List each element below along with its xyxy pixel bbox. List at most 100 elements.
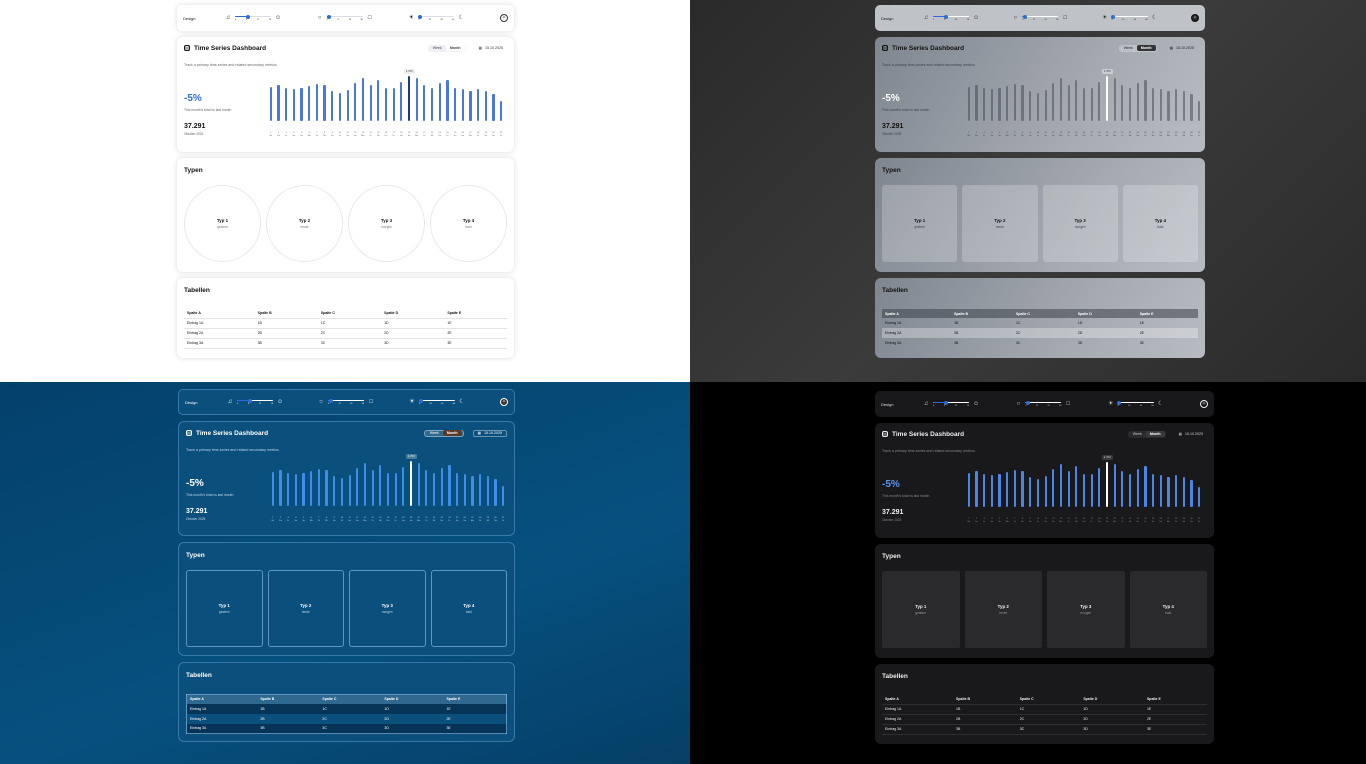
slider-knob[interactable] <box>1117 400 1122 405</box>
chart-bar[interactable] <box>990 475 993 507</box>
chart-bar[interactable] <box>348 475 351 506</box>
table-row[interactable]: Eintrag 1A 1B 1C 1D 1E <box>184 318 507 328</box>
chart-bar[interactable] <box>1113 463 1116 507</box>
slider-3[interactable]: 0 20 40 60 <box>1117 400 1154 408</box>
chart-bar[interactable] <box>502 486 505 506</box>
slider-1[interactable]: 0 6 12 18 <box>933 14 969 22</box>
chart-bar[interactable] <box>269 87 272 121</box>
chart-bar[interactable] <box>346 90 349 121</box>
chart-bar[interactable] <box>998 88 1001 121</box>
chart-bar[interactable] <box>471 476 474 506</box>
chart-bar[interactable] <box>1052 468 1055 507</box>
chart-bar[interactable] <box>1029 91 1032 121</box>
chart-bar[interactable] <box>323 84 326 121</box>
chart-bar[interactable] <box>1175 474 1178 507</box>
chart-bar[interactable] <box>417 462 420 506</box>
chart-bar[interactable] <box>308 85 311 121</box>
chart-bar[interactable] <box>1128 88 1132 121</box>
compass-icon[interactable]: ✧ <box>1190 14 1199 22</box>
date-picker[interactable]: ▦ 15.10.2025 <box>1175 431 1207 438</box>
chart-bar[interactable] <box>400 82 403 121</box>
chart-bar[interactable] <box>1044 476 1047 507</box>
chart-bar[interactable] <box>463 474 466 506</box>
chart-bar[interactable] <box>975 84 978 121</box>
chart-bar[interactable] <box>1013 83 1016 121</box>
type-card-3[interactable]: Typ 3 morgen <box>1042 185 1118 262</box>
type-card-1[interactable]: Typ 1 gestern <box>882 185 958 262</box>
chart-bar[interactable] <box>494 478 497 506</box>
table-row[interactable]: Eintrag 1A 1B 1C 1D 1E <box>186 703 507 714</box>
chart-bar[interactable] <box>1182 477 1185 507</box>
chart-bar[interactable] <box>500 101 503 121</box>
chart-bar[interactable] <box>1159 89 1162 121</box>
chart-bar[interactable] <box>486 476 489 506</box>
chart-bar[interactable] <box>967 473 970 507</box>
chart-bar[interactable] <box>1167 91 1170 121</box>
slider-1[interactable]: 0 6 12 18 <box>933 400 969 408</box>
chart-bar[interactable] <box>1136 82 1139 121</box>
table-row[interactable]: Eintrag 2A 2B 2C 2D 2E <box>184 328 507 338</box>
type-card-4[interactable]: Typ 4 bald <box>1122 185 1198 262</box>
chart-bar[interactable] <box>423 85 426 121</box>
chart-bar[interactable] <box>1167 477 1170 507</box>
table-row[interactable]: Eintrag 2A 2B 2C 2D 2E <box>882 328 1198 338</box>
slider-knob[interactable] <box>328 398 333 403</box>
chart-bar[interactable] <box>1121 471 1124 507</box>
week-tab[interactable]: Week <box>429 431 439 435</box>
slider-knob[interactable] <box>247 398 252 403</box>
type-card-4[interactable]: Typ 4 bald <box>430 570 507 647</box>
chart-bar[interactable] <box>1128 474 1132 507</box>
slider-3[interactable]: 0 20 40 60 <box>418 398 455 406</box>
chart-bar[interactable] <box>1190 93 1193 121</box>
chart-bar[interactable] <box>432 473 436 506</box>
chart-bar[interactable] <box>1006 85 1009 121</box>
compass-icon[interactable]: ✧ <box>1199 400 1208 408</box>
chart-bar[interactable] <box>1082 87 1086 121</box>
chart-bar[interactable] <box>983 473 986 507</box>
chart-bar[interactable] <box>354 82 357 121</box>
table-row[interactable]: Eintrag 3A 3B 3C 3D 3E <box>184 338 507 348</box>
chart-bar[interactable] <box>1190 479 1193 507</box>
chart-bar[interactable] <box>484 91 487 121</box>
chart-bar[interactable] <box>1151 473 1155 507</box>
chart-bar[interactable] <box>469 91 472 121</box>
chart-bar[interactable] <box>1151 87 1155 121</box>
chart-bar[interactable] <box>1159 475 1162 507</box>
month-tab[interactable]: Month <box>1136 45 1156 51</box>
type-card-2[interactable]: Typ 2 heute <box>266 185 343 262</box>
slider-knob[interactable] <box>1025 400 1030 405</box>
chart-bar[interactable] <box>1105 462 1109 507</box>
chart-bar[interactable] <box>448 465 451 506</box>
table-row[interactable]: Eintrag 1A 1B 1C 1D 1E <box>882 704 1207 714</box>
chart-bar[interactable] <box>1067 85 1070 121</box>
chart-bar[interactable] <box>331 91 334 121</box>
slider-2[interactable]: 0 12 24 36 <box>328 398 364 406</box>
slider-2[interactable]: 0 12 24 36 <box>1022 14 1059 22</box>
type-card-3[interactable]: Typ 3 morgen <box>348 185 425 262</box>
slider-knob[interactable] <box>943 400 948 405</box>
chart-bar[interactable] <box>338 92 342 121</box>
type-card-4[interactable]: Typ 4 bald <box>430 185 507 262</box>
chart-bar[interactable] <box>300 88 303 121</box>
week-tab[interactable]: Week <box>432 46 442 50</box>
chart-bar[interactable] <box>430 88 434 121</box>
chart-bar[interactable] <box>310 470 313 506</box>
chart-bar[interactable] <box>1144 466 1147 507</box>
chart-bar[interactable] <box>1136 468 1139 507</box>
chart-bar[interactable] <box>394 473 397 506</box>
chart-bar[interactable] <box>1059 78 1063 121</box>
chart-bar[interactable] <box>1059 464 1063 507</box>
table-row[interactable]: Eintrag 2A 2B 2C 2D 2E <box>882 714 1207 724</box>
chart-bar[interactable] <box>1198 487 1201 507</box>
chart-bar[interactable] <box>975 470 978 507</box>
slider-knob[interactable] <box>418 14 423 19</box>
compass-icon[interactable]: ✧ <box>500 14 509 22</box>
chart-bar[interactable] <box>967 87 970 121</box>
type-card-1[interactable]: Typ 1 gestern <box>186 570 263 647</box>
chart-bar[interactable] <box>425 470 428 506</box>
table-row[interactable]: Eintrag 3A 3B 3C 3D 3E <box>882 724 1207 734</box>
chart-bar[interactable] <box>379 464 382 506</box>
type-card-2[interactable]: Typ 2 heute <box>962 185 1038 262</box>
chart-bar[interactable] <box>361 78 365 121</box>
chart-bar[interactable] <box>461 89 464 121</box>
